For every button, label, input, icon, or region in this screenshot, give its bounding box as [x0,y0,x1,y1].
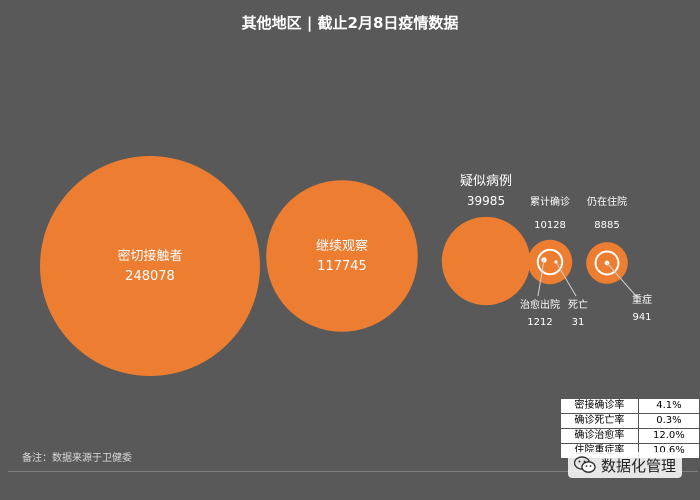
bubble-name-label: 累计确诊 [530,195,570,208]
bubble-value-label: 10128 [534,220,566,231]
chart-title: 其他地区 | 截止2月8日疫情数据 [241,14,459,32]
inner-ring [594,250,620,276]
watermark-text: 数据化管理 [601,456,677,475]
bubble-value-label: 8885 [594,220,619,231]
baseline-divider [8,471,698,472]
source-note: 备注：数据来源于卫健委 [22,453,132,464]
watermark: 数据化管理 [568,452,683,478]
bubble-2 [441,216,531,306]
bubble-name-label: 仍在住院 [587,195,627,208]
child-value-label: 31 [572,317,585,328]
rate-row: 确诊死亡率 0.3% [560,413,700,429]
rate-label: 确诊死亡率 [560,413,639,429]
leader-line [537,259,545,297]
rate-value: 12.0% [637,428,700,444]
rate-row: 确诊治愈率 12.0% [560,428,700,444]
bubble-value-label: 117745 [317,259,367,274]
inner-ring [536,248,564,276]
child-name-label: 死亡 [568,298,588,311]
leader-line [606,262,637,297]
child-value-label: 1212 [527,317,552,328]
bubble-name-label: 疑似病例 [460,173,512,189]
bubble-3 [527,239,573,285]
bubble-1 [266,180,418,332]
rate-label: 确诊治愈率 [560,428,639,444]
bubble-value-label: 39985 [467,194,505,208]
rate-value: 4.1% [637,398,700,414]
rate-row: 密接确诊率 4.1% [560,398,700,414]
leader-line [555,261,577,297]
child-name-label: 治愈出院 [520,298,560,311]
bubble-name-label: 密切接触者 [117,248,182,264]
child-value-label: 941 [632,312,651,323]
rate-value: 0.3% [637,413,700,429]
bubble-name-label: 继续观察 [316,239,368,254]
bubble-value-label: 248078 [125,269,175,284]
bubble-0 [40,156,260,376]
rates-table: 密接确诊率 4.1% 确诊死亡率 0.3% 确诊治愈率 12.0% 住院重症率 … [560,398,700,459]
child-name-label: 重症 [632,293,652,306]
rate-label: 密接确诊率 [560,398,639,414]
wechat-icon [574,456,596,473]
